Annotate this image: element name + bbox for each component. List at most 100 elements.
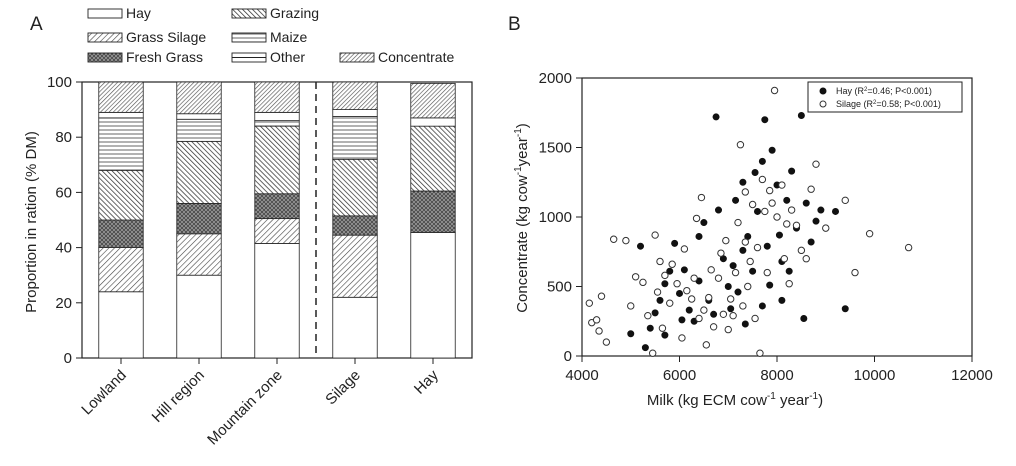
legend-label-grass-silage: Grass Silage [126, 29, 206, 45]
bar-lowland-grazing [98, 169, 144, 221]
legend-swatch-maize [231, 32, 267, 43]
point-hay-51 [841, 305, 849, 313]
bar-silage-other [332, 109, 378, 117]
point-silage-51 [763, 268, 771, 277]
bar-mountain-zone-concentrate [254, 81, 300, 113]
point-silage-24 [692, 214, 701, 223]
bar-hay-hay [410, 232, 456, 359]
point-silage-71 [719, 310, 728, 318]
bar-silage-grass-silage [332, 234, 378, 298]
point-silage-68 [851, 268, 859, 277]
point-silage-42 [741, 188, 750, 196]
bar-hill-region-other [176, 113, 222, 120]
b-y-tick-label-1500: 1500 [539, 140, 572, 157]
legend-swatch-grass-silage [87, 32, 123, 43]
point-silage-44 [746, 257, 754, 266]
point-hay-22 [727, 305, 735, 313]
point-hay-15 [700, 219, 708, 227]
point-silage-50 [761, 207, 769, 216]
point-silage-31 [709, 323, 718, 331]
point-hay-54 [695, 232, 703, 240]
point-silage-0 [585, 299, 594, 307]
b-y-tick-label-2000: 2000 [539, 70, 572, 87]
bar-hay-fresh-grass [410, 190, 456, 233]
point-silage-63 [802, 255, 810, 263]
point-silage-6 [609, 235, 618, 243]
point-silage-10 [639, 278, 647, 287]
panel-b-legend: Hay (R2=0.46; P<0.001) Silage (R2=0.58; … [807, 81, 963, 113]
point-hay-25 [734, 288, 742, 296]
point-silage-65 [812, 160, 820, 168]
bar-hay-concentrate [410, 82, 456, 119]
point-silage-26 [697, 193, 706, 202]
point-hay-41 [785, 267, 793, 275]
bar-lowland-concentrate [98, 81, 144, 113]
point-hay-48 [812, 217, 820, 225]
legend-swatch-concentrate [339, 52, 375, 63]
point-silage-64 [807, 185, 815, 193]
point-silage-58 [783, 220, 791, 228]
panel-a-legend: Hay Grass Silage Fresh Grass Grazing Maize Ot… [87, 5, 454, 65]
point-silage-30 [707, 266, 715, 274]
bar-silage-hay [332, 296, 378, 359]
bar-mountain-zone-maize [254, 120, 300, 127]
bar-silage-concentrate [332, 81, 378, 111]
point-silage-69 [865, 229, 874, 238]
point-silage-37 [729, 311, 737, 320]
panel-b-letter: B [508, 14, 521, 35]
point-silage-17 [666, 299, 674, 307]
point-hay-18 [712, 113, 720, 121]
bar-mountain-zone-grazing [254, 125, 300, 195]
point-silage-36 [726, 295, 735, 303]
point-silage-8 [627, 302, 635, 310]
point-silage-39 [734, 218, 742, 227]
point-hay-1 [636, 242, 644, 250]
point-silage-72 [741, 238, 750, 246]
category-label-silage: Silage [322, 367, 364, 409]
point-silage-15 [658, 324, 667, 332]
bar-hill-region-maize [176, 118, 222, 142]
y-tick-label-0: 0 [64, 350, 72, 367]
point-silage-46 [751, 314, 759, 323]
point-hay-55 [661, 331, 669, 339]
point-silage-3 [595, 327, 603, 335]
point-hay-30 [751, 169, 759, 177]
point-hay-50 [831, 207, 839, 215]
point-silage-57 [780, 255, 789, 263]
point-hay-23 [729, 262, 737, 270]
bar-hill-region-fresh-grass [176, 203, 222, 235]
point-hay-49 [817, 206, 825, 214]
point-hay-26 [739, 178, 747, 186]
bar-hill-region-concentrate [176, 81, 222, 115]
point-silage-34 [722, 236, 730, 245]
point-silage-66 [822, 224, 830, 232]
point-hay-21 [724, 282, 732, 290]
legend-marker-hay [819, 87, 827, 95]
bar-silage-maize [332, 116, 378, 160]
point-silage-35 [724, 325, 732, 334]
point-silage-73 [680, 245, 689, 253]
legend-label-fresh-grass: Fresh Grass [126, 49, 203, 65]
bar-mountain-zone-fresh-grass [254, 193, 300, 220]
b-x-tick-label-4000: 4000 [565, 367, 598, 384]
point-silage-28 [702, 341, 711, 349]
panel-b-x-axis-label: Milk (kg ECM cow-1 year-1) [647, 391, 823, 409]
point-silage-47 [753, 243, 762, 252]
category-label-lowland: Lowland [78, 367, 130, 419]
bar-lowland-other [98, 111, 144, 119]
point-silage-70 [904, 243, 913, 252]
point-silage-62 [797, 246, 806, 255]
b-x-tick-label-8000: 8000 [760, 367, 793, 384]
point-hay-5 [656, 296, 664, 304]
point-silage-25 [695, 314, 703, 323]
point-silage-22 [687, 295, 696, 303]
point-silage-29 [705, 293, 713, 302]
bar-lowland-hay [98, 291, 144, 359]
point-silage-56 [778, 181, 786, 189]
point-hay-9 [675, 289, 683, 297]
legend-label-hay: Hay [126, 5, 151, 21]
point-silage-16 [661, 271, 669, 280]
bar-silage-fresh-grass [332, 215, 378, 236]
b-x-tick-label-10000: 10000 [854, 367, 896, 384]
